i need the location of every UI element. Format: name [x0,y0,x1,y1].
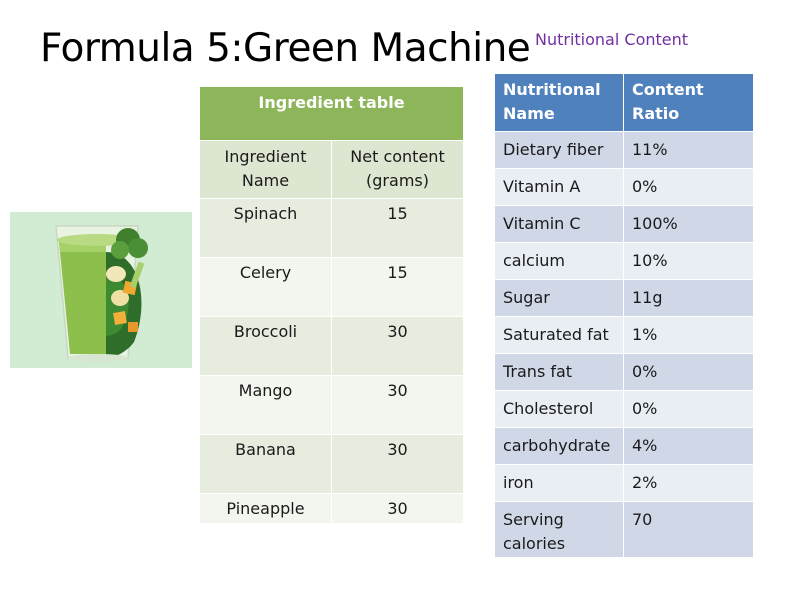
table-row: Vitamin A 0% [494,168,754,206]
nutrient-value: 4% [623,427,754,465]
table-row: Celery 15 [199,257,465,317]
ingredient-table: Ingredient table Ingredient Name Net con… [198,86,465,524]
nutrient-value: 10% [623,242,754,280]
table-row: Mango 30 [199,375,465,435]
table-row: Pineapple 30 [199,493,465,524]
ingredient-name: Broccoli [199,316,332,376]
nutrient-value: 2% [623,464,754,502]
nutrient-name: Sugar [494,279,624,317]
table-row: Cholesterol 0% [494,390,754,428]
ingredient-grams: 30 [330,434,465,494]
smoothie-illustration [55,225,148,362]
green-smoothie-image [10,212,192,368]
nutrient-name: Vitamin A [494,168,624,206]
nutrient-value: 1% [623,316,754,354]
ingredient-grams: 15 [330,257,465,317]
table-row: Spinach 15 [199,198,465,258]
nutrient-value: 11% [623,131,754,169]
ingredient-name: Pineapple [199,493,332,524]
column-header-ingredient-name: Ingredient Name [199,140,332,199]
nutrient-value: 100% [623,205,754,243]
nutrient-name: carbohydrate [494,427,624,465]
table-row: calcium 10% [494,242,754,280]
nutrient-name: Saturated fat [494,316,624,354]
nutrient-name: Cholesterol [494,390,624,428]
ingredient-grams: 30 [330,375,465,435]
nutrient-value: 70 [623,501,754,558]
table-row: carbohydrate 4% [494,427,754,465]
slide-subtitle: Nutritional Content [535,30,689,49]
ingredient-grams: 30 [330,316,465,376]
nutrient-value: 0% [623,168,754,206]
ingredient-name: Spinach [199,198,332,258]
ingredient-grams: 30 [330,493,465,524]
ingredient-table-header-row: Ingredient Name Net content (grams) [199,140,465,199]
nutrient-name: Vitamin C [494,205,624,243]
nutrient-name: calcium [494,242,624,280]
column-header-nutritional-name: Nutritional Name [494,73,624,132]
ingredient-name: Celery [199,257,332,317]
table-row: Dietary fiber 11% [494,131,754,169]
nutrient-name: iron [494,464,624,502]
ingredient-table-title-row: Ingredient table [198,86,465,141]
ingredient-grams: 15 [330,198,465,258]
ingredient-table-title: Ingredient table [198,86,465,141]
nutrient-name: Serving calories [494,501,624,558]
nutrient-value: 0% [623,353,754,391]
table-row: Trans fat 0% [494,353,754,391]
ingredient-name: Banana [199,434,332,494]
column-header-content-ratio: Content Ratio [623,73,754,132]
table-row: Serving calories 70 [494,501,754,558]
column-header-net-content: Net content (grams) [330,140,465,199]
table-row: Sugar 11g [494,279,754,317]
table-row: Broccoli 30 [199,316,465,376]
table-row: Banana 30 [199,434,465,494]
ingredient-name: Mango [199,375,332,435]
table-row: iron 2% [494,464,754,502]
nutrient-value: 11g [623,279,754,317]
nutrient-name: Trans fat [494,353,624,391]
nutrient-name: Dietary fiber [494,131,624,169]
table-row: Saturated fat 1% [494,316,754,354]
table-row: Vitamin C 100% [494,205,754,243]
nutrition-table: Nutritional Name Content Ratio Dietary f… [494,73,754,558]
slide-title: Formula 5:Green Machine [40,26,531,71]
nutrition-table-header-row: Nutritional Name Content Ratio [494,73,754,132]
nutrient-value: 0% [623,390,754,428]
